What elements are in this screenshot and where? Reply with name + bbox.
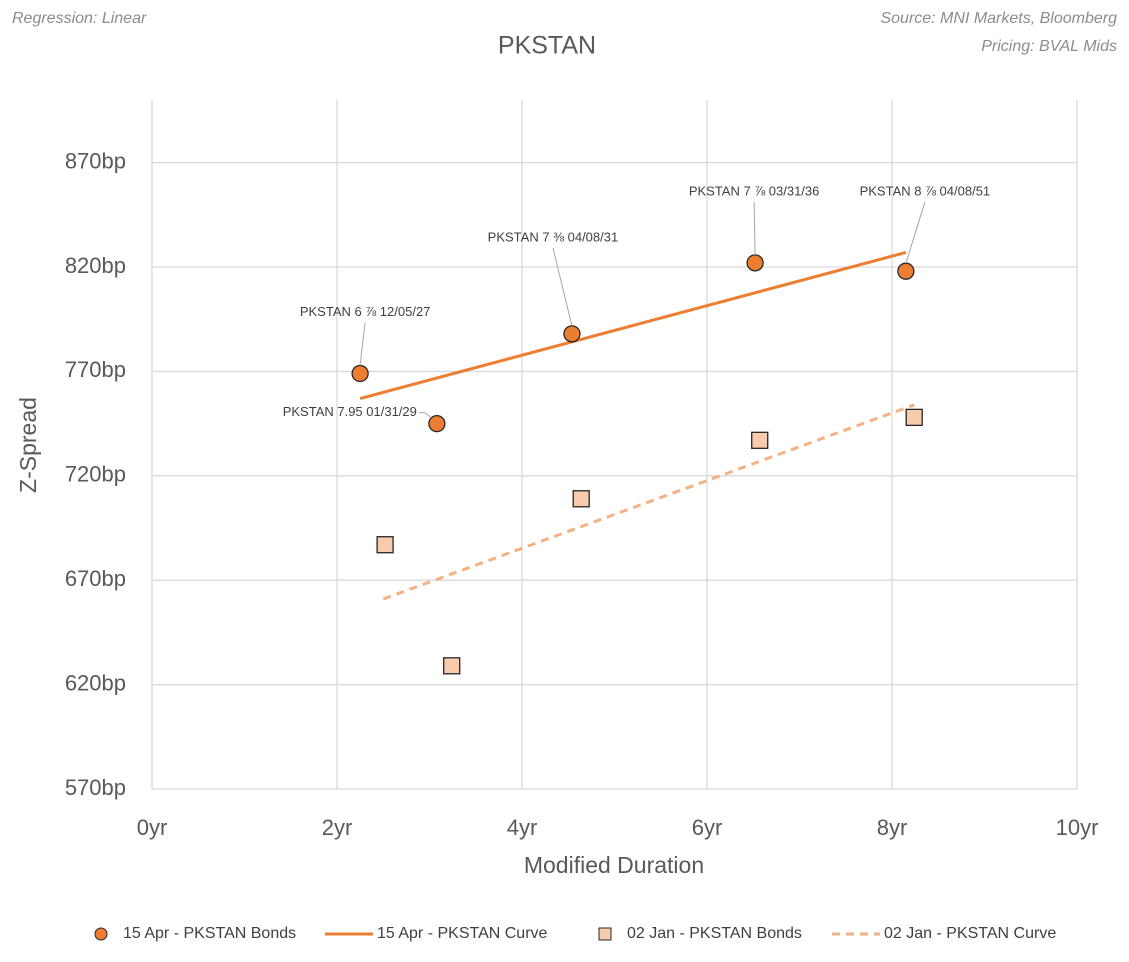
leader-line [418, 412, 432, 419]
point [897, 262, 915, 280]
x-tick-label: 10yr [1056, 815, 1099, 840]
point-label: PKSTAN 8 ⅞ 04/08/51 [860, 184, 991, 199]
point [572, 490, 590, 508]
legend-label: 15 Apr - PKSTAN Bonds [123, 925, 296, 942]
x-tick-label: 4yr [507, 815, 538, 840]
y-tick-label: 820bp [65, 253, 126, 278]
x-tick-label: 6yr [692, 815, 723, 840]
point [751, 431, 769, 449]
leader-line [905, 202, 926, 264]
x-tick-label: 0yr [137, 815, 168, 840]
legend-swatch [94, 927, 108, 941]
leader-line [552, 247, 573, 326]
point-label: PKSTAN 7 ⅜ 04/08/31 [488, 229, 619, 244]
y-tick-label: 570bp [65, 775, 126, 800]
y-tick-label: 670bp [65, 566, 126, 591]
legend-swatch [598, 927, 612, 941]
point [563, 325, 581, 343]
source-note: Source: MNI Markets, Bloomberg [880, 10, 1117, 27]
point-label: PKSTAN 7.95 01/31/29 [283, 404, 417, 419]
point [428, 414, 446, 433]
legend-label: 15 Apr - PKSTAN Curve [377, 925, 548, 942]
point [746, 254, 764, 272]
leader-line [359, 322, 366, 366]
regression-line [382, 403, 915, 601]
point-label: PKSTAN 6 ⅞ 12/05/27 [300, 304, 431, 319]
y-tick-label: 870bp [65, 148, 126, 173]
chart-title: PKSTAN [498, 32, 596, 60]
y-tick-label: 720bp [65, 462, 126, 487]
point-label: PKSTAN 7 ⅞ 03/31/36 [689, 183, 820, 198]
regression-line [359, 250, 907, 401]
y-axis-title: Z-Spread [15, 397, 41, 493]
point [376, 536, 394, 554]
point [351, 364, 369, 383]
x-tick-label: 8yr [877, 815, 908, 840]
pricing-note: Pricing: BVAL Mids [981, 38, 1117, 55]
point [443, 657, 461, 675]
y-tick-label: 770bp [65, 357, 126, 382]
legend-label: 02 Jan - PKSTAN Curve [884, 925, 1056, 942]
x-axis-title: Modified Duration [524, 852, 704, 878]
legend-label: 02 Jan - PKSTAN Bonds [627, 925, 802, 942]
leader-line [753, 201, 756, 255]
point [905, 408, 923, 427]
regression-note: Regression: Linear [12, 10, 147, 27]
x-tick-label: 2yr [322, 815, 353, 840]
y-tick-label: 620bp [65, 670, 126, 695]
